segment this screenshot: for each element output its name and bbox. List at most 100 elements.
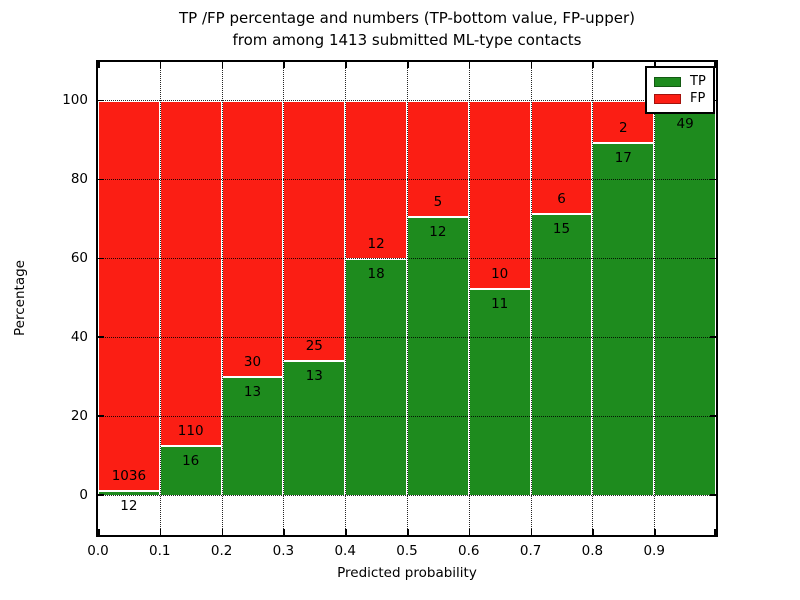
bar-segment-tp (592, 142, 655, 496)
bar-label-tp: 16 (182, 452, 200, 469)
x-tick-label: 0.7 (519, 543, 542, 559)
x-tick-label: 0.3 (272, 543, 295, 559)
bar-label-tp: 12 (120, 498, 138, 515)
bars-layer (98, 62, 716, 535)
y-tick-mark-right (710, 494, 716, 496)
y-tick-label: 60 (70, 250, 88, 267)
x-tick-mark-top (159, 62, 162, 68)
x-tick-mark-top (530, 62, 533, 68)
v-gridline (345, 62, 347, 535)
bar-label-tp: 49 (676, 116, 694, 133)
x-tick-mark-top (654, 62, 656, 68)
y-axis-label: Percentage (12, 260, 28, 336)
x-tick-label: 0.5 (396, 543, 418, 559)
bar-segment-fp (468, 101, 531, 290)
v-gridline (530, 62, 532, 535)
bar-label-fp: 2 (619, 119, 628, 136)
v-gridline (283, 62, 285, 535)
y-tick-mark (98, 257, 104, 260)
x-tick-mark-top (221, 62, 224, 68)
grid-layer (98, 62, 716, 535)
v-gridline (592, 62, 594, 535)
legend-label: TP (690, 74, 706, 89)
bar-segment-fp (98, 101, 160, 492)
bar-segment-fp (345, 101, 407, 260)
x-tick-label: 0.8 (581, 543, 604, 559)
bar-column (468, 101, 531, 496)
bar-label-tp: 13 (305, 367, 323, 384)
x-tick-mark-top (714, 62, 716, 68)
x-tick-mark (221, 529, 224, 535)
bar-label-tp: 11 (491, 296, 509, 313)
y-tick-mark (98, 415, 104, 417)
x-tick-mark-top (283, 62, 285, 68)
y-tick-mark-right (710, 178, 716, 181)
bar-label-tp: 18 (367, 266, 385, 283)
bar-label-fp: 1036 (111, 468, 147, 485)
bar-label-fp: 6 (557, 191, 566, 208)
bar-column (283, 101, 346, 496)
x-tick-label: 0.0 (87, 543, 109, 559)
x-tick-mark-top (98, 62, 100, 68)
y-tick-label: 40 (70, 328, 88, 345)
y-tick-mark (98, 494, 104, 496)
bar-segment-fp (530, 101, 593, 215)
bar-column (592, 101, 655, 496)
bar-label-fp: 25 (305, 337, 323, 354)
bar-segment-tp (283, 360, 346, 496)
y-tick-label: 20 (70, 407, 88, 424)
bar-label-fp: 10 (491, 266, 509, 283)
x-tick-mark (654, 529, 656, 535)
bar-column (654, 101, 716, 496)
chart-title-line1: TP /FP percentage and numbers (TP-bottom… (179, 9, 635, 27)
x-tick-mark (98, 529, 100, 535)
x-tick-mark-top (592, 62, 594, 68)
y-tick-mark-right (710, 336, 716, 338)
v-gridline (468, 62, 470, 535)
legend: TP FP (645, 66, 715, 114)
v-gridline (654, 62, 656, 535)
bar-segment-fp (159, 101, 222, 446)
y-tick-label: 80 (70, 171, 88, 188)
y-tick-mark (98, 99, 104, 102)
x-tick-label: 0.2 (210, 543, 233, 559)
x-tick-mark (407, 529, 409, 535)
x-tick-label: 0.6 (458, 543, 480, 559)
fp-legend-swatch (654, 93, 681, 104)
v-gridline (159, 62, 161, 535)
bar-labels-layer: 1036 12 110 16 30 13 25 13 12 18 5 12 10 11 6 15 2 17 49 (98, 62, 716, 535)
bar-segment-fp (592, 101, 655, 143)
y-tick-mark-right (710, 257, 716, 260)
bar-segment-tp (654, 109, 716, 496)
bar-column (159, 101, 222, 496)
v-gridline (221, 62, 223, 535)
legend-label: FP (690, 91, 706, 106)
x-tick-mark-top (468, 62, 471, 68)
bar-label-fp: 30 (243, 353, 262, 370)
bar-column (221, 101, 284, 496)
legend-row: FP (654, 90, 706, 107)
bar-label-tp: 17 (614, 149, 632, 166)
x-tick-mark (530, 529, 533, 535)
x-tick-mark (714, 529, 716, 535)
bar-column (530, 101, 593, 496)
bar-segment-tp (530, 214, 593, 496)
v-gridline (407, 62, 408, 535)
tp-legend-swatch (654, 76, 681, 87)
x-tick-mark-top (345, 62, 347, 68)
bar-label-fp: 110 (177, 422, 204, 439)
x-tick-mark (283, 529, 285, 535)
bar-column (345, 101, 407, 496)
x-tick-label: 0.4 (334, 543, 356, 559)
chart-title-line2: from among 1413 submitted ML-type contac… (232, 31, 582, 49)
y-tick-mark (98, 178, 104, 181)
bar-label-tp: 13 (243, 383, 262, 400)
bar-segment-tp (221, 376, 284, 496)
x-tick-label: 0.1 (149, 543, 171, 559)
x-tick-label: 0.9 (643, 543, 665, 559)
y-tick-label: 0 (79, 486, 88, 503)
bar-label-fp: 5 (433, 194, 443, 211)
bar-column (98, 101, 160, 496)
bar-label-tp: 15 (552, 221, 571, 238)
